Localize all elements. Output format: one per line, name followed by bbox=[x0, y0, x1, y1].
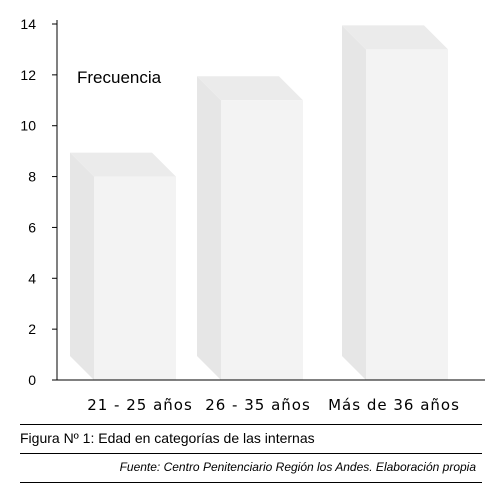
y-tick-label: 10 bbox=[20, 118, 36, 134]
bar-chart: 0 2 4 6 8 10 12 14 21 - 25 años 26 - 35 años Más … bbox=[20, 16, 485, 414]
y-tick-label: 2 bbox=[28, 321, 36, 337]
bar-top-face bbox=[70, 152, 176, 177]
bar-side-face bbox=[70, 152, 94, 380]
y-tick-label: 4 bbox=[28, 270, 36, 286]
y-tick-label: 12 bbox=[20, 67, 36, 83]
bar-top-face bbox=[342, 25, 448, 50]
x-category-label: 26 - 35 años bbox=[205, 396, 311, 414]
bar-side-face bbox=[197, 76, 221, 381]
x-category-label: 21 - 25 años bbox=[87, 396, 193, 414]
bar-top-face bbox=[197, 76, 303, 101]
y-tick-label: 6 bbox=[28, 219, 36, 235]
bar-side-face bbox=[342, 25, 366, 381]
source-bottom-rule bbox=[20, 482, 482, 483]
bar-front-face bbox=[366, 49, 448, 381]
figure-caption: Figura Nº 1: Edad en categorías de las i… bbox=[20, 430, 315, 446]
caption-bottom-rule bbox=[20, 453, 482, 454]
figure-source: Fuente: Centro Penitenciario Región los … bbox=[119, 460, 476, 474]
caption-top-rule bbox=[20, 424, 482, 425]
x-category-label: Más de 36 años bbox=[328, 396, 460, 414]
y-tick-label: 14 bbox=[20, 16, 36, 32]
x-labels: 21 - 25 años 26 - 35 años Más de 36 años bbox=[87, 396, 460, 414]
bars-group bbox=[70, 25, 448, 381]
bar-front-face bbox=[221, 100, 303, 381]
y-tick-label: 0 bbox=[28, 372, 36, 388]
bar bbox=[342, 25, 448, 381]
bar bbox=[70, 152, 176, 380]
bar-front-face bbox=[94, 176, 176, 380]
legend-series-name: Frecuencia bbox=[77, 68, 162, 87]
y-tick-label: 8 bbox=[28, 169, 36, 185]
y-ticks: 0 2 4 6 8 10 12 14 bbox=[20, 16, 57, 388]
bar bbox=[197, 76, 303, 381]
